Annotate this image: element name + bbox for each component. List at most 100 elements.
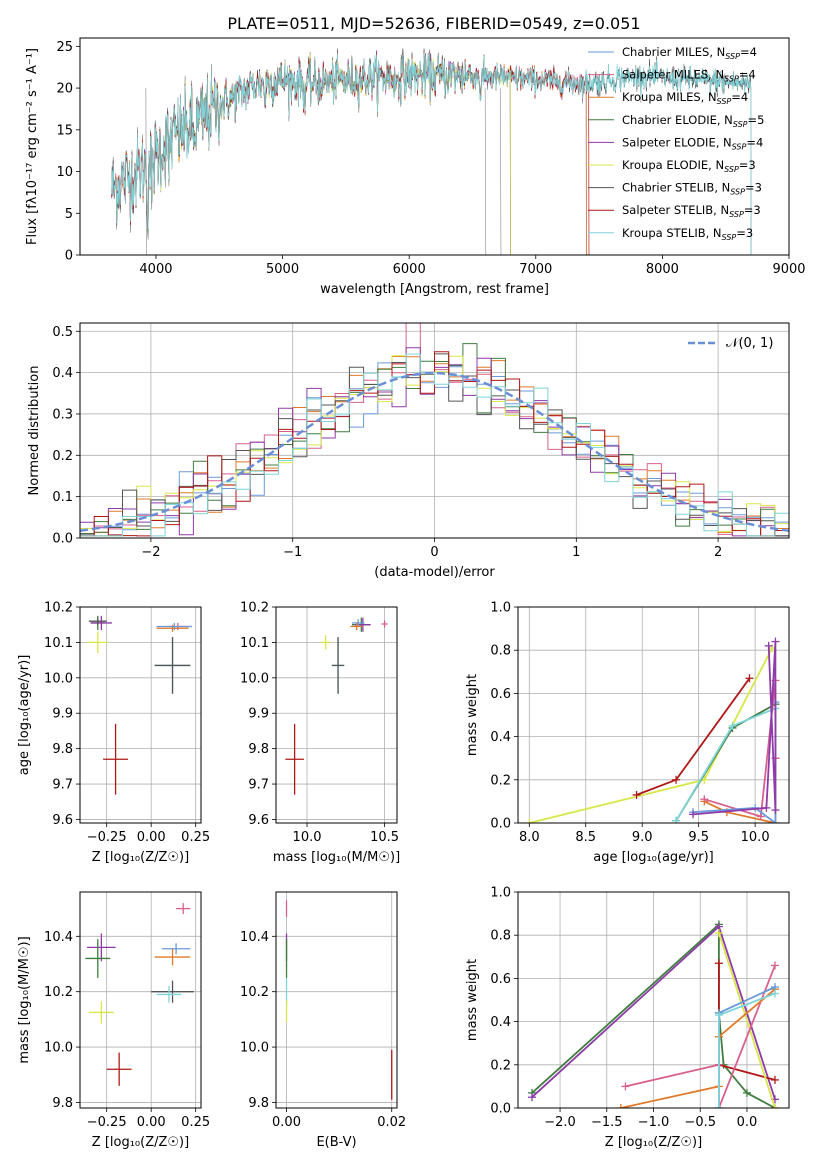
x-tick-label: −1: [283, 545, 302, 560]
y-axis-label: age [log₁₀(age/yr)]: [17, 655, 32, 776]
y-tick-label: 9.8: [52, 1096, 73, 1111]
x-tick-label: −0.25: [87, 830, 127, 845]
y-tick-label: 25: [56, 40, 73, 55]
y-axis-label: Flux [fλ10⁻¹⁷ erg cm⁻² s⁻¹ A⁻¹]: [25, 48, 40, 245]
x-tick-label: 9.0: [632, 830, 653, 845]
y-tick-label: 10.4: [240, 930, 269, 945]
y-axis-label: mass weight: [465, 674, 480, 756]
x-tick-label: 9000: [772, 262, 805, 277]
x-axis-label: mass [log₁₀(M/M☉)]: [273, 850, 400, 865]
spectrum-spike: [500, 88, 502, 255]
y-tick-label: 0.6: [490, 972, 511, 987]
mass_vs_Z-panel: −0.25 0.00 0.25 9.8 10.0 10.2 10.4 Z [log₁₀(Z/Z…: [17, 891, 210, 1150]
spectrum-spike: [484, 88, 487, 255]
x-axis-label: Z [log₁₀(Z/Z☉)]: [92, 850, 189, 865]
y-tick-label: 1.0: [490, 886, 511, 901]
y-tick-label: 9.9: [248, 707, 269, 722]
x-axis-label: wavelength [Angstrom, rest frame]: [320, 282, 549, 297]
y-tick-label: 10.2: [44, 601, 73, 616]
x-tick-label: 10.5: [370, 830, 399, 845]
spectrum-spike: [145, 88, 147, 255]
mass-weight-line: [531, 922, 776, 1108]
y-tick-label: 9.7: [52, 778, 73, 793]
x-tick-label: 0: [430, 545, 438, 560]
y-tick-label: 10.1: [240, 636, 269, 651]
y-tick-label: 0.4: [490, 730, 511, 745]
y-tick-label: 5: [65, 207, 73, 222]
y-tick-label: 0.0: [490, 817, 511, 832]
histogram-series: [80, 351, 789, 538]
mw_vs_Z-plot-area: [528, 920, 779, 1108]
y-tick-label: 9.8: [52, 742, 73, 757]
y-tick-label: 10.0: [44, 1041, 73, 1056]
x-axis-label: Z [log₁₀(Z/Z☉)]: [605, 1135, 702, 1150]
y-tick-label: 10.0: [44, 671, 73, 686]
residuals-plot-area: [80, 323, 789, 538]
y-tick-label: 10.0: [240, 671, 269, 686]
x-tick-label: 0.02: [377, 1115, 406, 1130]
mw_vs_Z-panel: −2.0 −1.5 −1.0 −0.5 0.0 0.0 0.2 0.4 0.6 0.8 1.0 Z […: [465, 886, 790, 1150]
y-tick-label: 0.0: [490, 1102, 511, 1117]
mass-weight-line: [704, 680, 777, 818]
y-tick-label: 0.4: [490, 1015, 511, 1030]
x-tick-label: 2: [714, 545, 722, 560]
y-tick-label: 10: [56, 165, 73, 180]
x-tick-label: 0.25: [181, 830, 210, 845]
x-tick-label: −1.0: [638, 1115, 670, 1130]
x-tick-label: 10.0: [293, 830, 322, 845]
y-tick-label: 0.1: [52, 490, 73, 505]
y-tick-label: 0.2: [490, 1058, 511, 1073]
spectrum-panel: 4000 5000 6000 7000 8000 9000 0 5 10 15 20 25 wavele…: [25, 37, 806, 297]
x-tick-label: 0.0: [737, 1115, 758, 1130]
legend-label: 𝒩(0, 1): [726, 336, 773, 351]
mass_vs_Z-plot-area: [85, 903, 194, 1086]
x-tick-label: −2: [141, 545, 160, 560]
axes-frame: [79, 891, 202, 1109]
age_vs_Z-panel: −0.25 0.00 0.25 9.6 9.7 9.8 9.9 10.0 10.1 10.2 Z […: [17, 601, 210, 866]
x-tick-label: 10.0: [741, 830, 770, 845]
x-axis-label: E(B-V): [316, 1135, 356, 1150]
axes-frame: [79, 37, 790, 256]
legend-label: Chabrier ELODIE, NSSP=5: [622, 113, 764, 129]
legend-label: Kroupa STELIB, NSSP=3: [622, 226, 753, 242]
normal-curve: [80, 371, 789, 533]
x-tick-label: −2.0: [544, 1115, 576, 1130]
y-tick-label: 10.2: [44, 985, 73, 1000]
y-axis-label: mass weight: [465, 959, 480, 1041]
axes-frame: [79, 606, 202, 824]
legend-label: Kroupa MILES, NSSP=4: [622, 90, 748, 106]
y-tick-label: 10.2: [240, 601, 269, 616]
x-tick-label: 1: [572, 545, 580, 560]
y-tick-label: 20: [56, 82, 73, 97]
y-tick-label: 0.8: [490, 644, 511, 659]
y-tick-label: 0.8: [490, 929, 511, 944]
y-tick-label: 0: [65, 249, 73, 264]
mass-weight-line: [529, 647, 773, 823]
age_vs_mass-panel: 10.0 10.5 9.6 9.7 9.8 9.9 10.0 10.1 10.2 mass [lo…: [240, 601, 400, 866]
axes-frame: [275, 606, 398, 824]
mass-weight-line: [620, 988, 776, 1108]
mass-weight-line: [675, 707, 776, 822]
axes-frame: [517, 606, 790, 824]
y-tick-label: 10.1: [44, 636, 73, 651]
x-tick-label: 4000: [139, 262, 172, 277]
x-tick-label: −1.5: [591, 1115, 623, 1130]
x-tick-label: 7000: [519, 262, 552, 277]
x-tick-label: 0.00: [137, 1115, 166, 1130]
mass_vs_ebv-panel: 0.00 0.02 9.8 10.0 10.2 10.4 E(B-V): [240, 891, 406, 1150]
x-tick-label: 5000: [266, 262, 299, 277]
y-tick-label: 0.0: [52, 532, 73, 547]
age_vs_Z-plot-area: [87, 615, 193, 795]
x-tick-label: 9.5: [688, 830, 709, 845]
y-tick-label: 10.4: [44, 930, 73, 945]
y-tick-label: 10.0: [240, 1041, 269, 1056]
mass_vs_ebv-plot-area: [285, 900, 393, 1100]
y-tick-label: 9.9: [52, 707, 73, 722]
y-tick-label: 15: [56, 123, 73, 138]
x-tick-label: 0.00: [272, 1115, 301, 1130]
y-tick-label: 0.4: [52, 366, 73, 381]
mass-weight-line: [718, 932, 776, 1108]
age_vs_mass-plot-area: [285, 617, 388, 795]
x-tick-label: 8000: [646, 262, 679, 277]
mw_vs_age-plot-area: [525, 637, 780, 823]
